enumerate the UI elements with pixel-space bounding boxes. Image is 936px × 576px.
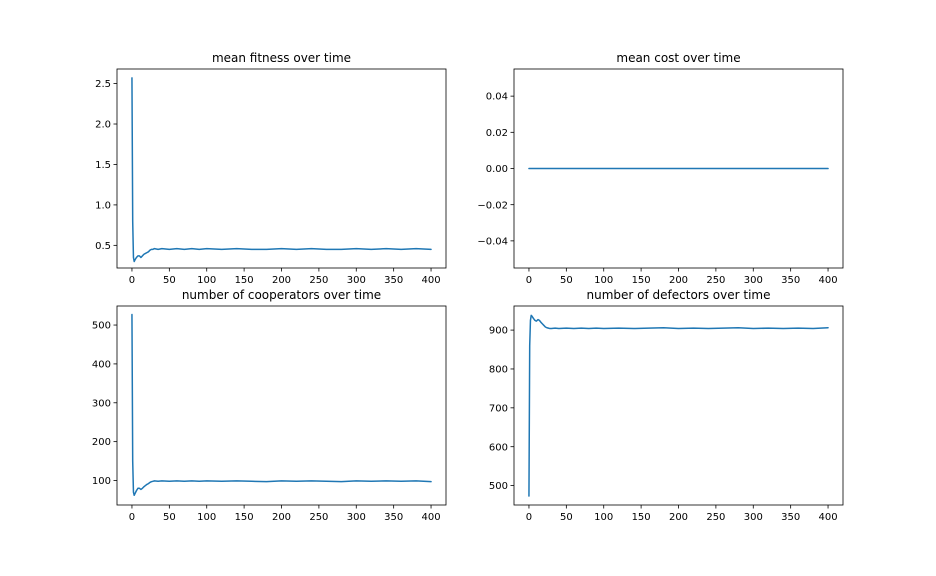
x-tick-label: 350	[384, 275, 403, 286]
x-tick-label: 150	[235, 512, 254, 523]
y-tick-label: −0.04	[477, 236, 508, 247]
x-tick-label: 50	[560, 275, 573, 286]
y-tick-label: −0.02	[477, 200, 508, 211]
x-tick-label: 0	[129, 512, 135, 523]
chart-cooperators: number of cooperators over time 0 50 100 150…	[92, 288, 447, 523]
x-tick-label: 400	[818, 512, 837, 523]
series-line	[131, 77, 432, 263]
x-tick-label: 150	[632, 275, 651, 286]
y-tick-label: 500	[489, 481, 508, 492]
x-tick-label: 250	[706, 512, 725, 523]
y-tick-label: 400	[92, 360, 111, 371]
x-tick-label: 250	[309, 275, 328, 286]
x-tick-label: 350	[781, 512, 800, 523]
series-line	[131, 313, 432, 497]
series-line	[528, 314, 829, 497]
y-tick-label: 500	[92, 321, 111, 332]
x-tick-label: 250	[706, 275, 725, 286]
x-tick-label: 300	[744, 275, 763, 286]
x-tick-label: 200	[669, 512, 688, 523]
x-tick-label: 0	[526, 275, 532, 286]
chart-title: number of cooperators over time	[182, 288, 381, 302]
x-tick-label: 100	[197, 512, 216, 523]
x-tick-label: 100	[197, 275, 216, 286]
x-tick-label: 300	[347, 512, 366, 523]
chart-title: mean fitness over time	[212, 51, 351, 65]
y-tick-label: 2.0	[95, 120, 111, 131]
y-tick-label: 2.5	[95, 79, 111, 90]
chart-title: number of defectors over time	[587, 288, 771, 302]
y-tick-label: 600	[489, 442, 508, 453]
x-tick-label: 350	[384, 512, 403, 523]
x-tick-label: 200	[669, 275, 688, 286]
y-tick-label: 1.5	[95, 160, 111, 171]
x-tick-label: 200	[272, 512, 291, 523]
x-tick-label: 400	[421, 512, 440, 523]
x-tick-label: 300	[347, 275, 366, 286]
x-tick-label: 0	[526, 512, 532, 523]
x-tick-label: 400	[818, 275, 837, 286]
x-tick-label: 50	[163, 512, 176, 523]
y-tick-label: 0.02	[486, 128, 508, 139]
x-tick-label: 150	[632, 512, 651, 523]
x-tick-label: 150	[235, 275, 254, 286]
x-tick-label: 300	[744, 512, 763, 523]
y-tick-label: 100	[92, 476, 111, 487]
y-tick-label: 0.00	[486, 164, 508, 175]
y-tick-label: 800	[489, 365, 508, 376]
y-tick-label: 300	[92, 398, 111, 409]
y-tick-label: 0.04	[486, 92, 508, 103]
chart-defectors: number of defectors over time 0 50 100 150 20…	[489, 288, 844, 523]
chart-mean-cost: mean cost over time 0 50 100 150 200 250 300 350…	[477, 51, 844, 286]
x-tick-label: 350	[781, 275, 800, 286]
chart-title: mean cost over time	[616, 51, 740, 65]
x-tick-label: 250	[309, 512, 328, 523]
x-tick-label: 50	[560, 512, 573, 523]
x-tick-label: 0	[129, 275, 135, 286]
x-tick-label: 50	[163, 275, 176, 286]
x-tick-label: 200	[272, 275, 291, 286]
y-tick-label: 700	[489, 403, 508, 414]
y-tick-label: 1.0	[95, 201, 111, 212]
x-tick-label: 100	[594, 275, 613, 286]
chart-mean-fitness: mean fitness over time 0 50 100 150 200 250 300…	[95, 51, 447, 286]
x-tick-label: 100	[594, 512, 613, 523]
y-tick-label: 900	[489, 326, 508, 337]
x-tick-label: 400	[421, 275, 440, 286]
y-tick-label: 0.5	[95, 241, 111, 252]
y-tick-label: 200	[92, 437, 111, 448]
